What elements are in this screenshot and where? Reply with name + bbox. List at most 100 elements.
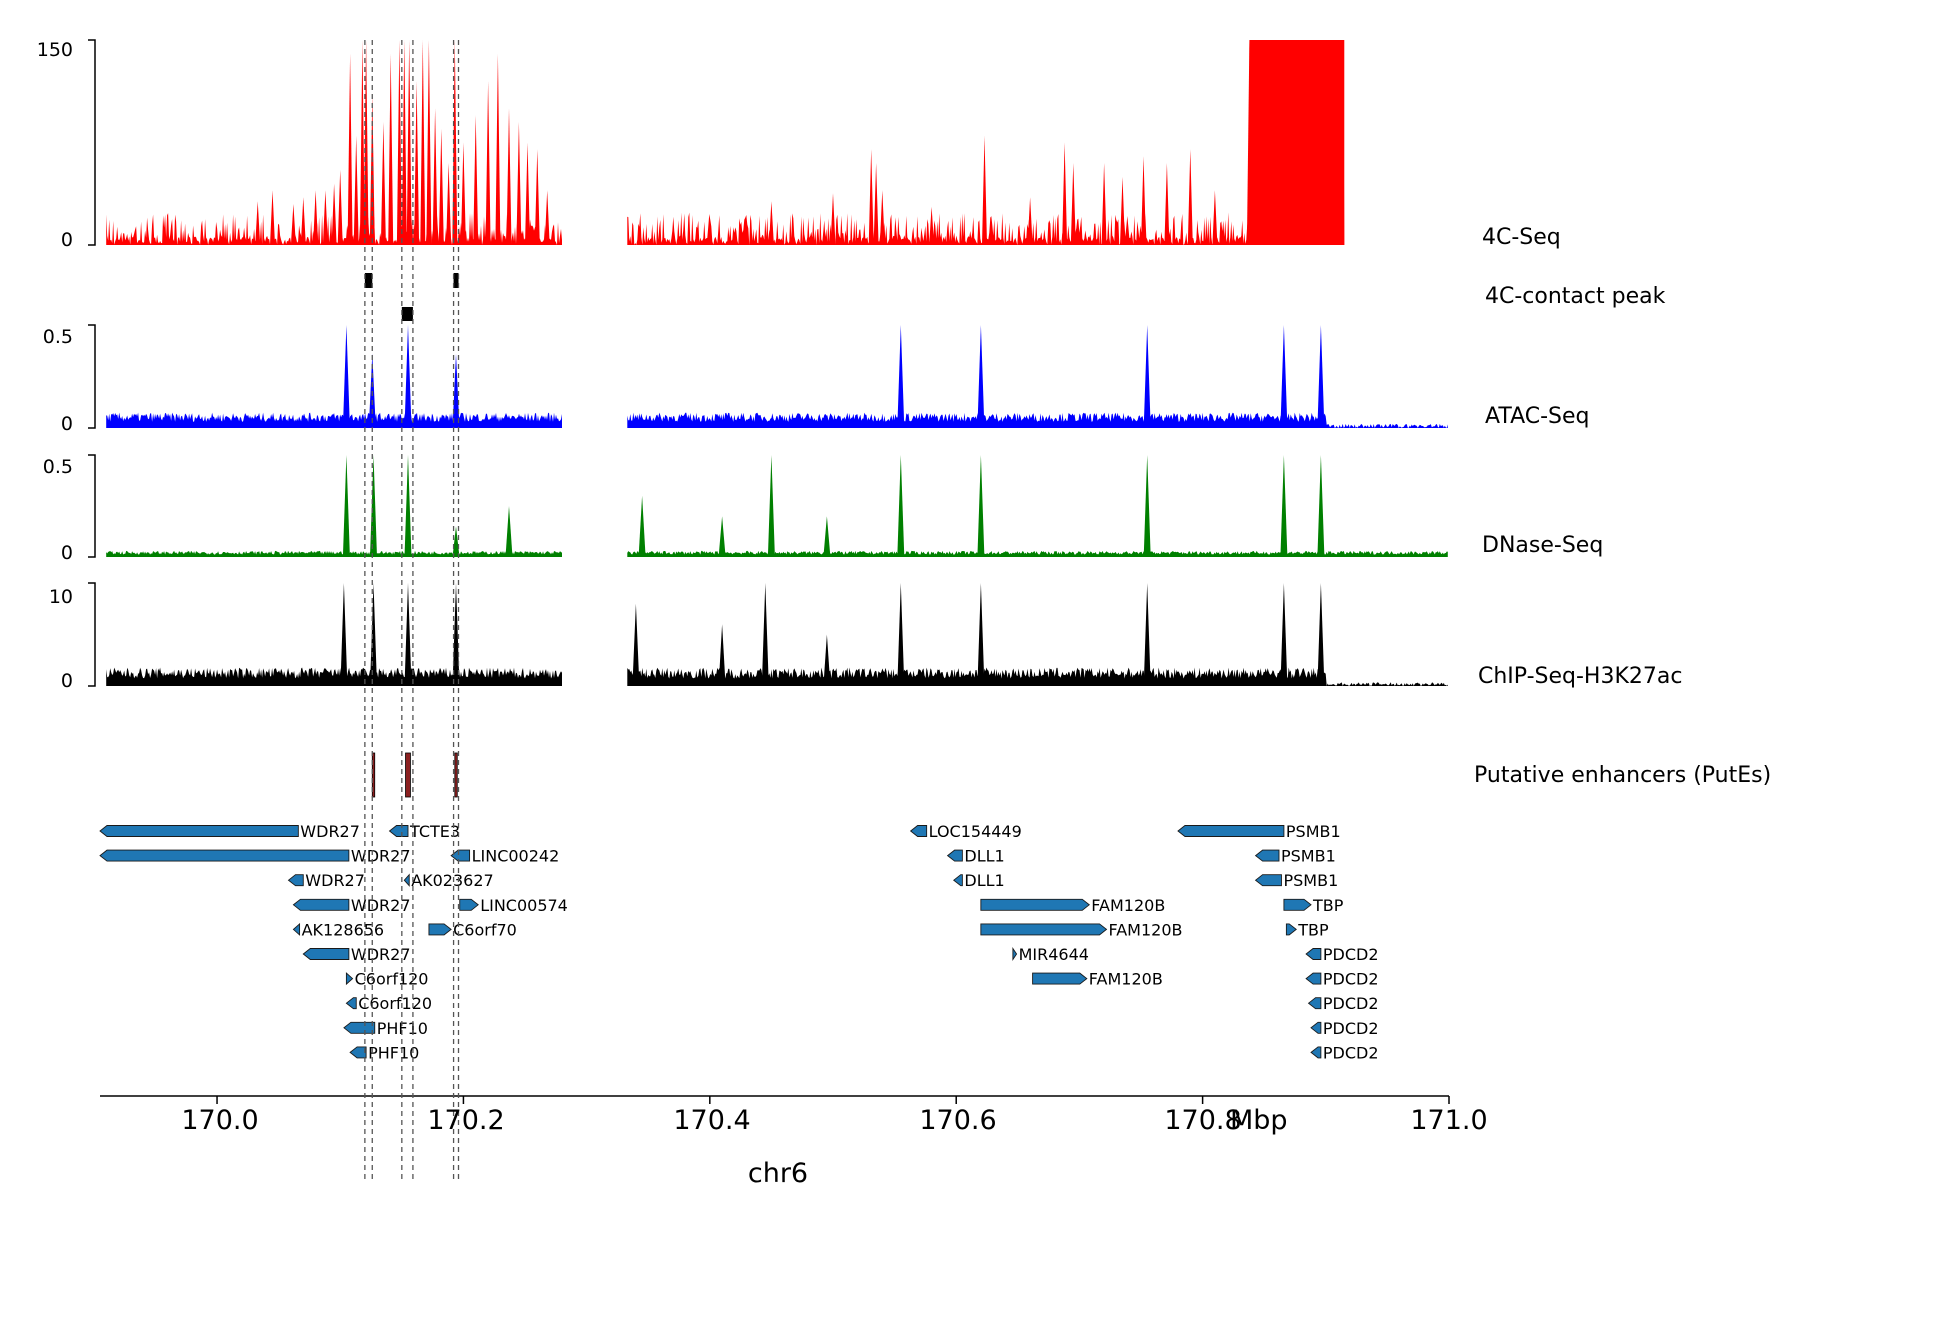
4c-seq-peak: [1120, 176, 1125, 245]
gene-label: TCTE3: [409, 822, 460, 841]
4c-contact-peak-box: [401, 307, 413, 321]
gene-model: [450, 849, 471, 862]
4c-seq-peak: [516, 122, 522, 245]
xtick-label: 170.4: [673, 1105, 750, 1136]
gene-label: WDR27: [351, 896, 411, 915]
dnase-seq-peak: [823, 516, 831, 557]
track-label-putative-enhancers: Putative enhancers (PutEs): [1474, 763, 1771, 788]
dnase-seq-peak: [342, 455, 350, 557]
chip-seq-h3k27ac-peak: [1143, 583, 1151, 686]
chip-seq-h3k27ac-peak: [761, 583, 769, 686]
atac-seq-peak: [1143, 325, 1151, 428]
gene-model: [403, 873, 410, 887]
4c-seq-peak: [982, 135, 987, 245]
dnase-seq-peak: [767, 455, 775, 557]
gene-label: WDR27: [300, 822, 360, 841]
dnase-seq-peak: [1280, 455, 1288, 557]
4c-seq-peak: [525, 142, 530, 245]
gene-label: DLL1: [964, 871, 1004, 890]
chip-seq-h3k27ac-peak: [718, 624, 726, 686]
4c-seq-peak: [1070, 163, 1076, 245]
track-label-4c-contact-peak: 4C-contact peak: [1485, 284, 1666, 309]
gene-model: [459, 898, 479, 911]
gene-model: [980, 898, 1090, 911]
gene-model: [1310, 1021, 1322, 1034]
4c-seq-peak: [353, 135, 359, 245]
ytick-atac-max: 0.5: [43, 326, 73, 348]
gene-model: [302, 948, 350, 960]
interval-tracks: [364, 273, 459, 798]
gene-model: [1285, 923, 1297, 936]
dnase-seq-peak: [897, 455, 905, 557]
chip-seq-h3k27ac-peak: [452, 583, 460, 686]
4c-seq-peak: [495, 53, 501, 246]
track-label-dnase-seq: DNase-Seq: [1482, 533, 1603, 558]
gene-model: [1283, 898, 1312, 911]
gene-label: LINC00574: [480, 896, 568, 915]
gene-label: PDCD2: [1323, 970, 1379, 989]
contact-peak-guide-lines: [364, 40, 460, 1180]
x-axis-unit: Mbp: [1230, 1105, 1288, 1136]
chip-seq-h3k27ac-signal: [627, 667, 1448, 686]
gene-label: FAM120B: [1109, 920, 1183, 939]
gene-annotation-track: WDR27 WDR27 WDR27 WDR27 AK128656 WDR27 C6orf12…: [99, 822, 1379, 1062]
4c-seq-peak: [868, 149, 874, 245]
4c-seq-peak: [929, 206, 935, 245]
chip-seq-h3k27ac-signal: [106, 667, 562, 686]
4c-seq-peak: [255, 201, 261, 245]
gene-model: [99, 849, 350, 862]
chip-seq-h3k27ac-peak: [632, 603, 640, 686]
xtick-label: 170.0: [181, 1105, 258, 1136]
atac-seq-peak: [342, 325, 350, 428]
4c-seq-peak: [388, 53, 394, 246]
gene-label: C6orf70: [453, 920, 517, 939]
ytick-dnase-max: 0.5: [43, 456, 73, 478]
atac-seq-peak: [404, 325, 412, 428]
atac-seq-signal: [106, 412, 562, 428]
ytick-chip-max: 10: [49, 586, 73, 608]
chip-seq-h3k27ac-peak: [1317, 583, 1325, 686]
gene-label: FAM120B: [1091, 896, 1165, 915]
gene-label: C6orf120: [358, 994, 432, 1013]
xtick-label: 170.2: [427, 1105, 504, 1136]
x-axis: [100, 1095, 1450, 1104]
gene-model: [980, 923, 1108, 936]
ytick-dnase-min: 0: [61, 542, 73, 564]
gene-label: PDCD2: [1323, 994, 1379, 1013]
4c-seq-peak: [426, 40, 432, 245]
dnase-seq-peak: [505, 506, 513, 557]
4c-seq-peak: [879, 190, 885, 245]
dnase-seq-peak: [638, 495, 646, 557]
4c-seq-peak: [322, 190, 328, 245]
atac-seq-peak: [1280, 325, 1288, 428]
putative-enhancer-box: [405, 752, 411, 798]
4c-seq-peak: [506, 108, 512, 245]
4c-seq-peak: [1027, 197, 1033, 245]
4c-seq-peak: [270, 190, 275, 245]
gene-label: TBP: [1312, 896, 1344, 915]
gene-label: PSMB1: [1286, 822, 1341, 841]
track-label-4c-seq: 4C-Seq: [1482, 225, 1561, 250]
gene-model: [99, 825, 299, 837]
signal-tracks: [88, 39, 1448, 687]
gene-model: [1305, 972, 1322, 985]
4c-seq-peak: [534, 149, 540, 245]
4c-seq-peak: [401, 40, 407, 245]
gene-label: PDCD2: [1323, 1043, 1379, 1062]
gene-model: [292, 898, 350, 911]
putative-enhancer-box: [371, 752, 376, 798]
gene-model: [1032, 972, 1088, 985]
4c-seq-peak: [830, 193, 836, 245]
4c-seq-y-axis: [88, 39, 96, 246]
4c-seq-peak: [331, 183, 337, 245]
4c-seq-peak: [768, 201, 774, 245]
chip-seq-h3k27ac-peak: [340, 583, 348, 686]
gene-label: PSMB1: [1281, 847, 1336, 866]
gene-model: [343, 1021, 376, 1034]
gene-model: [946, 849, 963, 862]
4c-seq-peak: [1062, 142, 1068, 245]
chip-seq-h3k27ac-peak: [370, 583, 377, 686]
gene-model: [953, 874, 963, 887]
4c-seq-peak: [460, 142, 466, 245]
gene-label: AK128656: [302, 920, 385, 939]
